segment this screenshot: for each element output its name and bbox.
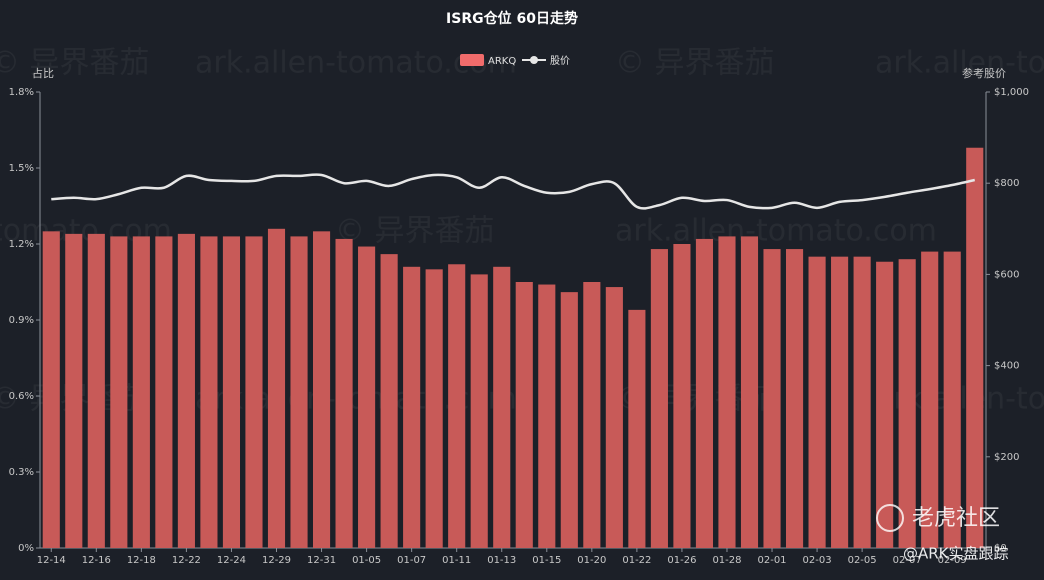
x-tick-label: 12-18 [127, 555, 156, 566]
bar [628, 309, 646, 548]
bar [403, 266, 421, 548]
x-tick-label: 01-22 [622, 555, 651, 566]
bar [110, 236, 128, 548]
y2-tick-label: $1,000 [994, 87, 1029, 98]
y2-tick-label: $600 [994, 269, 1019, 280]
bar [831, 256, 849, 548]
y-tick-label: 1.8% [9, 87, 34, 98]
x-tick-label: 01-13 [487, 555, 516, 566]
bar [177, 233, 195, 548]
watermark: © 异界番茄 [335, 214, 495, 249]
bar [222, 236, 241, 548]
bar [87, 233, 105, 548]
y2-tick-label: $0 [994, 543, 1007, 554]
bar [538, 284, 556, 548]
y2-axis-label: 参考股价 [962, 66, 1006, 80]
bar [943, 251, 961, 548]
x-tick-label: 01-20 [577, 555, 606, 566]
y-tick-label: 0.9% [9, 315, 34, 326]
watermark: ark.allen-tomato.com [195, 382, 517, 417]
x-tick-label: 02-05 [848, 555, 877, 566]
x-tick-label: 01-05 [352, 555, 381, 566]
x-tick-label: 12-29 [262, 555, 291, 566]
bar [763, 249, 781, 549]
bar [695, 238, 714, 548]
y-tick-label: 0% [18, 543, 34, 554]
legend: ARKQ 股价 [460, 54, 570, 67]
legend-swatch [460, 54, 484, 66]
bar [493, 266, 511, 548]
x-tick-label: 12-31 [307, 555, 336, 566]
legend-swatch-dot [530, 56, 538, 64]
x-tick-label: 12-22 [172, 555, 201, 566]
y-tick-label: 1.5% [9, 163, 34, 174]
bar [921, 251, 939, 548]
bar [718, 236, 736, 548]
bar [583, 282, 601, 548]
watermark: ark.allen-tomato.com [875, 46, 1044, 81]
bar [673, 244, 691, 548]
x-tick-label: 01-28 [712, 555, 741, 566]
x-tick-label: 02-03 [803, 555, 832, 566]
x-tick-label: 01-07 [397, 555, 426, 566]
y2-tick-label: $800 [994, 178, 1019, 189]
bar [448, 264, 466, 548]
handle: @ARK实盘跟踪 [903, 545, 1009, 563]
bar [876, 261, 894, 548]
watermark: ark.allen-tomato.com [615, 214, 937, 249]
watermark-layer: © 异界番茄 ark.allen-tomato.com © 异界番茄 ark.a… [0, 46, 1044, 417]
bar [853, 256, 871, 548]
bar [42, 231, 60, 549]
bar [785, 249, 804, 549]
bar [470, 274, 488, 548]
bar [560, 292, 578, 548]
y2-tick-label: $200 [994, 452, 1019, 463]
bar [898, 259, 916, 548]
bar [65, 233, 83, 548]
bar [380, 254, 398, 548]
bar [200, 236, 218, 548]
y-tick-label: 0.6% [9, 391, 34, 402]
bar [290, 236, 308, 548]
y-tick-label: 1.2% [9, 239, 34, 250]
x-tick-label: 01-26 [667, 555, 696, 566]
watermark: © 异界番茄 [615, 46, 775, 81]
x-tick-label: 01-11 [442, 555, 471, 566]
bar [966, 147, 984, 548]
x-tick-label: 12-16 [82, 555, 111, 566]
bar [335, 238, 353, 548]
x-tick-label: 02-01 [757, 555, 786, 566]
chart-title: ISRG仓位 60日走势 [446, 10, 578, 27]
bar [650, 249, 668, 549]
legend-label: 股价 [550, 55, 570, 67]
brand: 老虎社区 [912, 506, 1000, 531]
bar [740, 236, 759, 548]
bar [267, 228, 286, 549]
bar [808, 256, 826, 548]
brand-icon [876, 504, 904, 532]
x-tick-label: 02-09 [938, 555, 967, 566]
x-tick-label: 01-15 [532, 555, 561, 566]
bar [605, 287, 623, 548]
bar [132, 236, 150, 548]
y2-tick-label: $400 [994, 361, 1019, 372]
bar [358, 246, 376, 549]
bar [425, 269, 443, 548]
y-axis-label: 占比 [32, 66, 54, 80]
price-line [51, 173, 976, 210]
x-tick-label: 12-14 [37, 555, 66, 566]
bar [245, 236, 263, 548]
watermark: © 异界番茄 [0, 46, 150, 81]
x-tick-label: 02-07 [893, 555, 922, 566]
x-tick-label: 12-24 [217, 555, 246, 566]
bar [515, 282, 533, 548]
legend-label: ARKQ [488, 56, 516, 67]
bar [155, 236, 173, 548]
y-tick-label: 0.3% [9, 467, 34, 478]
bar [312, 231, 331, 549]
